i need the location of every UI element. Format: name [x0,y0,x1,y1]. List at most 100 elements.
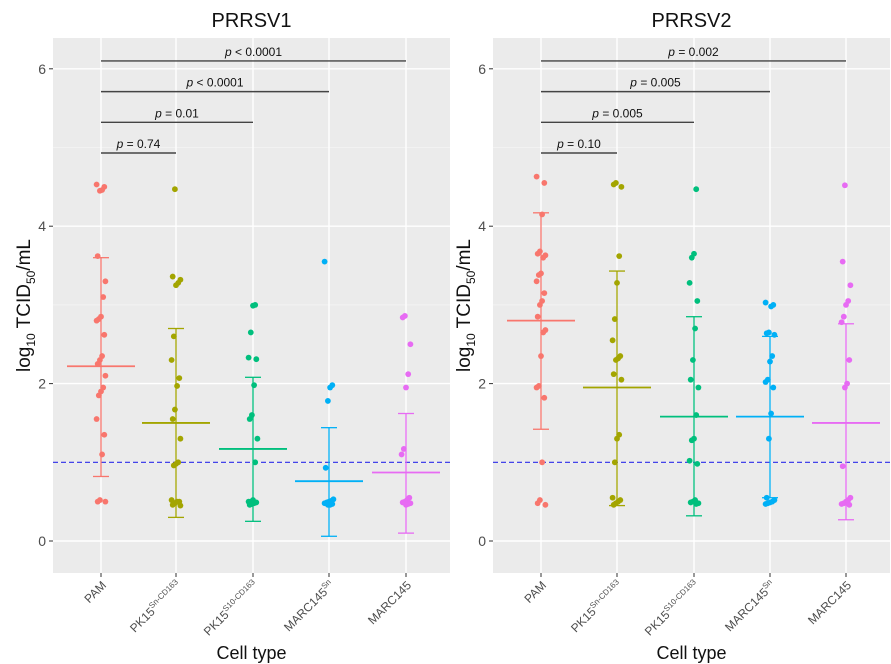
series-marc145 [372,313,440,534]
data-point [321,258,328,265]
panel-prrsv2: 0 2 4 6 p = 0.10 p = 0.005 p = 0.005 p = 0.002 P… [454,10,890,663]
p-value-label: p = 0.002 [667,45,719,59]
data-point [611,316,618,322]
data-point [177,502,184,509]
data-point [97,187,103,194]
data-point [534,500,541,507]
data-point [539,459,545,466]
data-point [694,298,701,304]
data-point [693,501,700,507]
data-point [688,437,695,444]
data-point [537,302,543,308]
data-point [613,357,619,363]
data-point [762,501,769,507]
data-point [94,498,101,505]
data-point [692,325,698,332]
series-pk15s10-cd163 [219,302,287,522]
data-point [686,279,693,286]
data-point [173,282,179,289]
panel-title: PRRSV1 [211,10,291,32]
x-tick-label: PAM [81,578,109,606]
data-point [770,384,777,391]
data-point [533,384,540,391]
y-tick-label: 4 [478,218,486,234]
data-point [325,501,331,508]
data-point [762,299,769,306]
y-tick-label: 0 [38,533,46,549]
data-point [102,498,109,505]
data-point [610,371,617,378]
p-value-label: p < 0.0001 [224,45,282,59]
data-point [251,382,257,389]
data-point [246,501,253,508]
plot-background [493,38,890,573]
data-point [94,361,101,367]
series-pk15sn-cd163 [142,186,210,519]
y-axis-label: log10 TCID50/mL [454,239,478,372]
data-point [769,353,776,359]
data-point [618,376,625,383]
data-point [172,406,178,413]
data-point [693,186,700,193]
data-point [247,329,254,336]
data-point [403,384,409,391]
panel-prrsv1: 0 2 4 6 p = 0.74 p = 0.01 p < 0.0001 p < 0.0001… [14,10,450,663]
data-point [839,463,846,470]
data-point [839,258,846,265]
data-point [846,357,853,363]
data-point [177,435,184,442]
y-axis-label: log10 TCID50/mL [14,239,38,372]
data-point [174,383,181,389]
data-point [840,313,847,320]
data-point [170,333,177,340]
data-point [533,173,540,180]
data-point [763,330,770,337]
data-point [766,435,772,442]
data-point [842,384,848,391]
data-point [170,462,177,469]
data-point [768,410,774,417]
data-point [169,416,176,422]
data-point [540,254,547,261]
data-point [846,501,853,508]
p-value-label: p = 0.005 [591,106,643,120]
data-point [325,398,331,404]
data-point [327,384,333,391]
x-tick-label: PK15Sn-CD163 [126,577,184,635]
data-point [687,499,694,506]
x-tick-label: MARC145Sn [721,578,778,635]
data-point [534,313,541,320]
data-point [253,356,260,363]
data-point [690,357,696,363]
y-tick-label: 6 [38,61,46,77]
x-tick-label: MARC145 [365,578,414,627]
x-tick-label: MARC145Sn [280,578,337,635]
data-point [542,501,549,508]
p-value-label: p = 0.01 [154,106,199,120]
data-point [534,250,541,257]
data-point [102,278,109,285]
series-pk15sn-cd163 [583,180,651,508]
data-point [610,181,617,188]
data-point [535,272,542,278]
data-point [611,459,618,466]
y-tick-label: 6 [478,61,486,77]
data-point [101,331,108,338]
x-tick-label: MARC145 [805,578,854,627]
data-point [254,435,261,442]
data-point [93,317,100,324]
x-axis-label: Cell type [656,643,726,663]
y-tick-label: 0 [478,533,486,549]
data-point [172,186,178,193]
data-point [99,451,105,458]
data-point [322,464,329,471]
x-tick-label: PK15S10-CD163 [641,577,702,638]
data-point [838,501,845,507]
data-point [541,290,548,296]
data-point [533,278,540,285]
x-axis-label: Cell type [216,643,286,663]
p-value-label: p = 0.74 [116,137,161,151]
data-point [610,501,617,508]
data-point [616,253,623,260]
